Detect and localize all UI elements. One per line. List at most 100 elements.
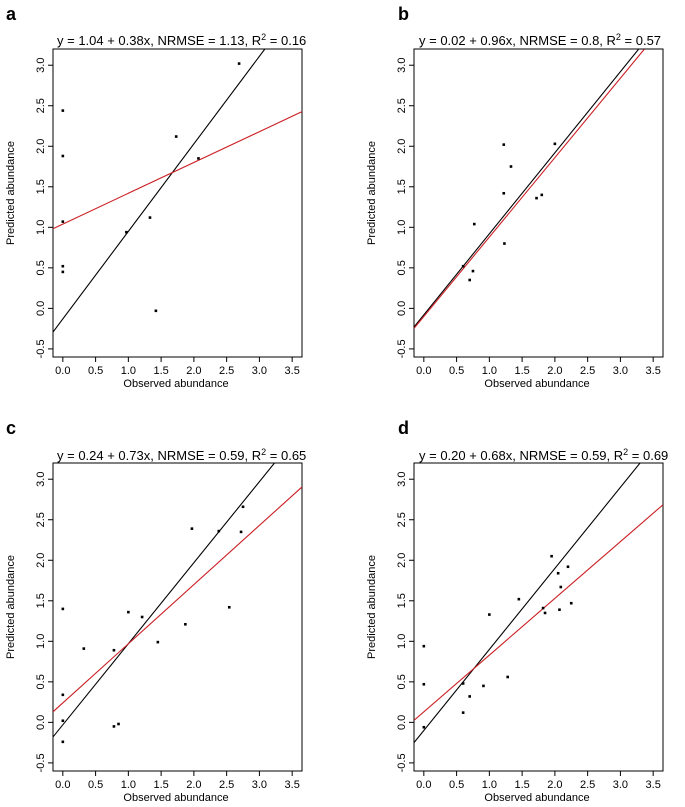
panel-b-data-point [535,196,538,200]
panel-b-data-point [553,142,557,146]
panel-b-data-point [540,193,544,197]
y-tick-label: -0.5 [396,339,408,358]
y-tick-label: 1.5 [396,593,408,608]
panel-a-data-point [148,216,152,219]
y-tick-label: 2.5 [35,98,47,113]
panel-a-plot-frame [52,48,303,358]
panel-c-plot-frame [52,462,303,772]
x-tick-label: 0.5 [88,365,103,377]
x-tick-label: 2.0 [186,779,201,791]
panel-b-data-point [472,222,476,226]
x-tick-label: 2.5 [580,779,595,791]
y-tick-label: 1.0 [396,220,408,235]
y-tick-label: 0.5 [35,674,47,689]
panel-a-data-point [174,135,178,138]
panel-d-x-axis-title: Observed abundance [484,792,589,804]
panel-b-equation: y = 0.02 + 0.96x, NRMSE = 0.8, R2 = 0.57 [419,32,661,48]
panel-d-equation: y = 0.20 + 0.68x, NRMSE = 0.59, R2 = 0.6… [419,447,668,463]
panel-d-data-point [569,601,573,605]
panel-d-plot-frame [413,462,664,772]
y-tick-label: 0.5 [396,674,408,689]
panel-d-data-point [517,597,521,601]
panel-a-data-point [61,270,65,274]
panel-b-data-point [502,191,506,195]
panel-a-letter: a [6,4,17,24]
x-tick-label: 0.0 [55,365,70,377]
x-tick-label: 3.5 [646,779,661,791]
x-tick-label: 0.5 [88,779,103,791]
panel-a: a y = 1.04 + 0.38x, NRMSE = 1.13, R2 = 0… [5,4,306,390]
x-tick-label: 1.5 [153,779,168,791]
y-tick-label: -0.5 [35,753,47,772]
panel-c-reference-line [53,463,275,738]
y-tick-label: 1.0 [396,634,408,649]
panel-a-data-point [125,230,128,234]
panel-b-data-point [502,143,506,146]
y-tick-label: -0.5 [396,753,408,772]
panel-c-letter: c [6,418,16,438]
panel-d-fit-line [414,504,663,721]
panel-d-data-point [543,611,547,615]
panel-b-data-point [461,264,465,268]
panel-d-letter: d [398,418,409,438]
panel-c-data-point [241,505,245,509]
x-tick-label: 0.0 [416,779,431,791]
y-tick-label: 0.0 [35,715,47,730]
panel-a-fit-line [53,111,302,230]
x-tick-label: 1.5 [153,365,168,377]
x-tick-label: 3.0 [252,779,267,791]
panel-c-y-axis-title: Predicted abundance [5,555,17,659]
x-tick-label: 1.5 [514,365,529,377]
panel-a-data-point [61,264,65,268]
panel-b-plot-frame [413,48,664,358]
panel-d: d y = 0.20 + 0.68x, NRMSE = 0.59, R2 = 0… [366,418,668,804]
panel-d-data-point [482,684,485,688]
panel-b: b y = 0.02 + 0.96x, NRMSE = 0.8, R2 = 0.… [366,4,664,390]
panel-a-data-point [61,109,65,112]
panel-a-data-point [197,157,200,160]
x-tick-label: 2.0 [186,365,201,377]
x-tick-label: 3.5 [285,779,300,791]
panel-c-data-point [190,527,194,530]
y-tick-label: 0.5 [35,260,47,275]
x-tick-label: 2.0 [547,779,562,791]
y-tick-label: 0.5 [396,260,408,275]
panel-c-data-point [82,647,86,650]
y-tick-label: 3.0 [35,58,47,73]
panel-d-data-point [422,682,426,686]
x-tick-label: 1.0 [121,779,136,791]
y-tick-label: 2.0 [396,553,408,568]
y-tick-label: 1.5 [35,593,47,608]
x-tick-label: 0.5 [449,365,464,377]
panel-d-data-point [506,675,510,679]
y-tick-label: 2.0 [35,553,47,568]
y-tick-label: 3.0 [396,472,408,487]
panel-c-data-point [112,725,116,728]
panel-b-data-point [471,269,475,273]
x-tick-label: 1.5 [514,779,529,791]
y-tick-label: 2.5 [396,98,408,113]
panel-c: c y = 0.24 + 0.73x, NRMSE = 0.59, R2 = 0… [5,418,306,804]
y-tick-label: 2.0 [35,139,47,154]
panel-c-data-point [184,622,187,626]
panel-d-data-point [422,725,426,729]
panel-b-fit-line [414,49,645,329]
panel-d-y-axis-title: Predicted abundance [366,555,378,659]
x-tick-label: 0.0 [55,779,70,791]
panel-c-data-point [61,693,65,697]
x-tick-label: 3.5 [285,365,300,377]
panel-a-equation: y = 1.04 + 0.38x, NRMSE = 1.13, R2 = 0.1… [57,32,306,48]
panel-c-data-point [140,615,144,619]
panel-d-data-point [541,606,545,610]
panel-a-y-axis-title: Predicted abundance [5,141,17,245]
x-tick-label: 2.5 [219,365,234,377]
panel-c-data-point [239,530,243,534]
panel-a-data-point [61,154,65,158]
panel-b-data-point [503,242,506,245]
y-tick-label: -0.5 [35,339,47,358]
x-tick-label: 1.0 [482,365,497,377]
y-tick-label: 2.0 [396,139,408,154]
y-tick-label: 1.0 [35,634,47,649]
panel-a-reference-line [53,49,266,333]
